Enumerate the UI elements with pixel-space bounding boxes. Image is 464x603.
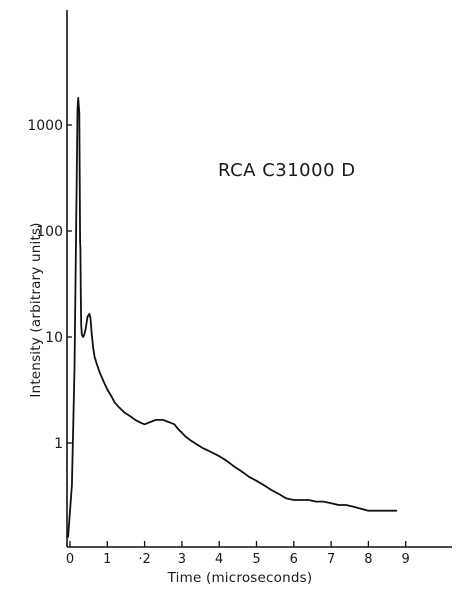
y-tick-label: 100 xyxy=(36,224,63,240)
x-axis-title: Time (microseconds) xyxy=(167,570,313,586)
x-tick-label: 0 xyxy=(66,552,74,567)
y-tick-label: 1 xyxy=(54,436,63,452)
x-tick-label: 8 xyxy=(364,552,372,567)
y-axis-ticks: 1 10 100 1000 xyxy=(27,118,72,452)
y-axis-title: Intensity (arbitrary units) xyxy=(28,222,44,397)
x-tick-label: ·2 xyxy=(138,552,150,567)
x-tick-label: 5 xyxy=(252,552,260,567)
x-tick-label: 6 xyxy=(290,552,298,567)
y-tick-label: 1000 xyxy=(27,118,63,134)
x-axis-ticks: 0 1 ·2 3 4 5 6 7 8 9 xyxy=(66,541,410,567)
y-tick-label: 10 xyxy=(45,330,63,346)
x-tick-label: 3 xyxy=(178,552,186,567)
x-tick-label: 1 xyxy=(103,552,111,567)
x-tick-label: 4 xyxy=(215,552,223,567)
detector-annotation: RCA C31000 D xyxy=(218,160,356,181)
x-tick-label: 9 xyxy=(402,552,410,567)
x-tick-label: 7 xyxy=(327,552,335,567)
intensity-decay-curve xyxy=(67,97,398,538)
